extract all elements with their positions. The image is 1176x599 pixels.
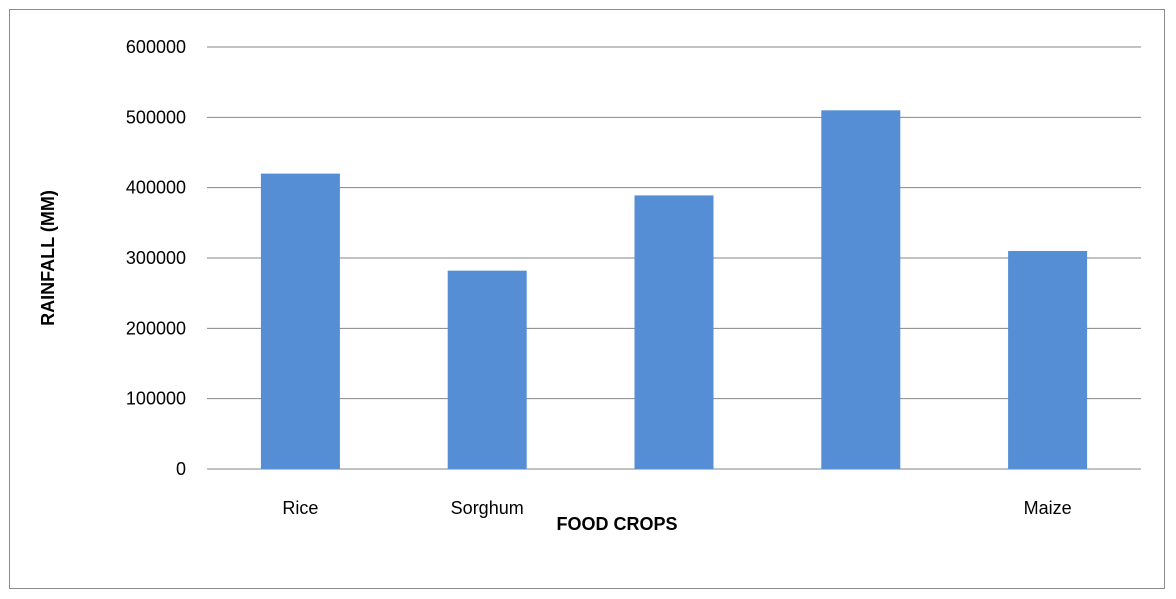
y-tick-label: 400000 <box>126 178 186 198</box>
bar <box>447 270 527 469</box>
bar <box>821 110 901 470</box>
bar <box>260 173 340 469</box>
y-axis-title: RAINFALL (MM) <box>38 190 58 326</box>
chart-frame <box>9 9 1165 589</box>
x-axis-title: FOOD CROPS <box>556 514 677 534</box>
y-tick-label: 0 <box>176 459 186 479</box>
x-tick-labels: Rice Sorghum Maize <box>282 498 1071 518</box>
y-tick-label: 300000 <box>126 248 186 268</box>
y-tick-label: 200000 <box>126 318 186 338</box>
bar <box>1008 250 1088 469</box>
bars <box>260 110 1088 470</box>
y-tick-label: 600000 <box>126 37 186 57</box>
y-tick-labels: 0 100000 200000 300000 400000 500000 600000 <box>126 37 186 479</box>
y-tick-label: 500000 <box>126 107 186 127</box>
gridlines <box>207 46 1141 470</box>
bar <box>634 195 714 470</box>
x-tick-label: Rice <box>282 498 318 518</box>
x-tick-label: Maize <box>1024 498 1072 518</box>
y-tick-label: 100000 <box>126 389 186 409</box>
x-tick-label: Sorghum <box>451 498 524 518</box>
